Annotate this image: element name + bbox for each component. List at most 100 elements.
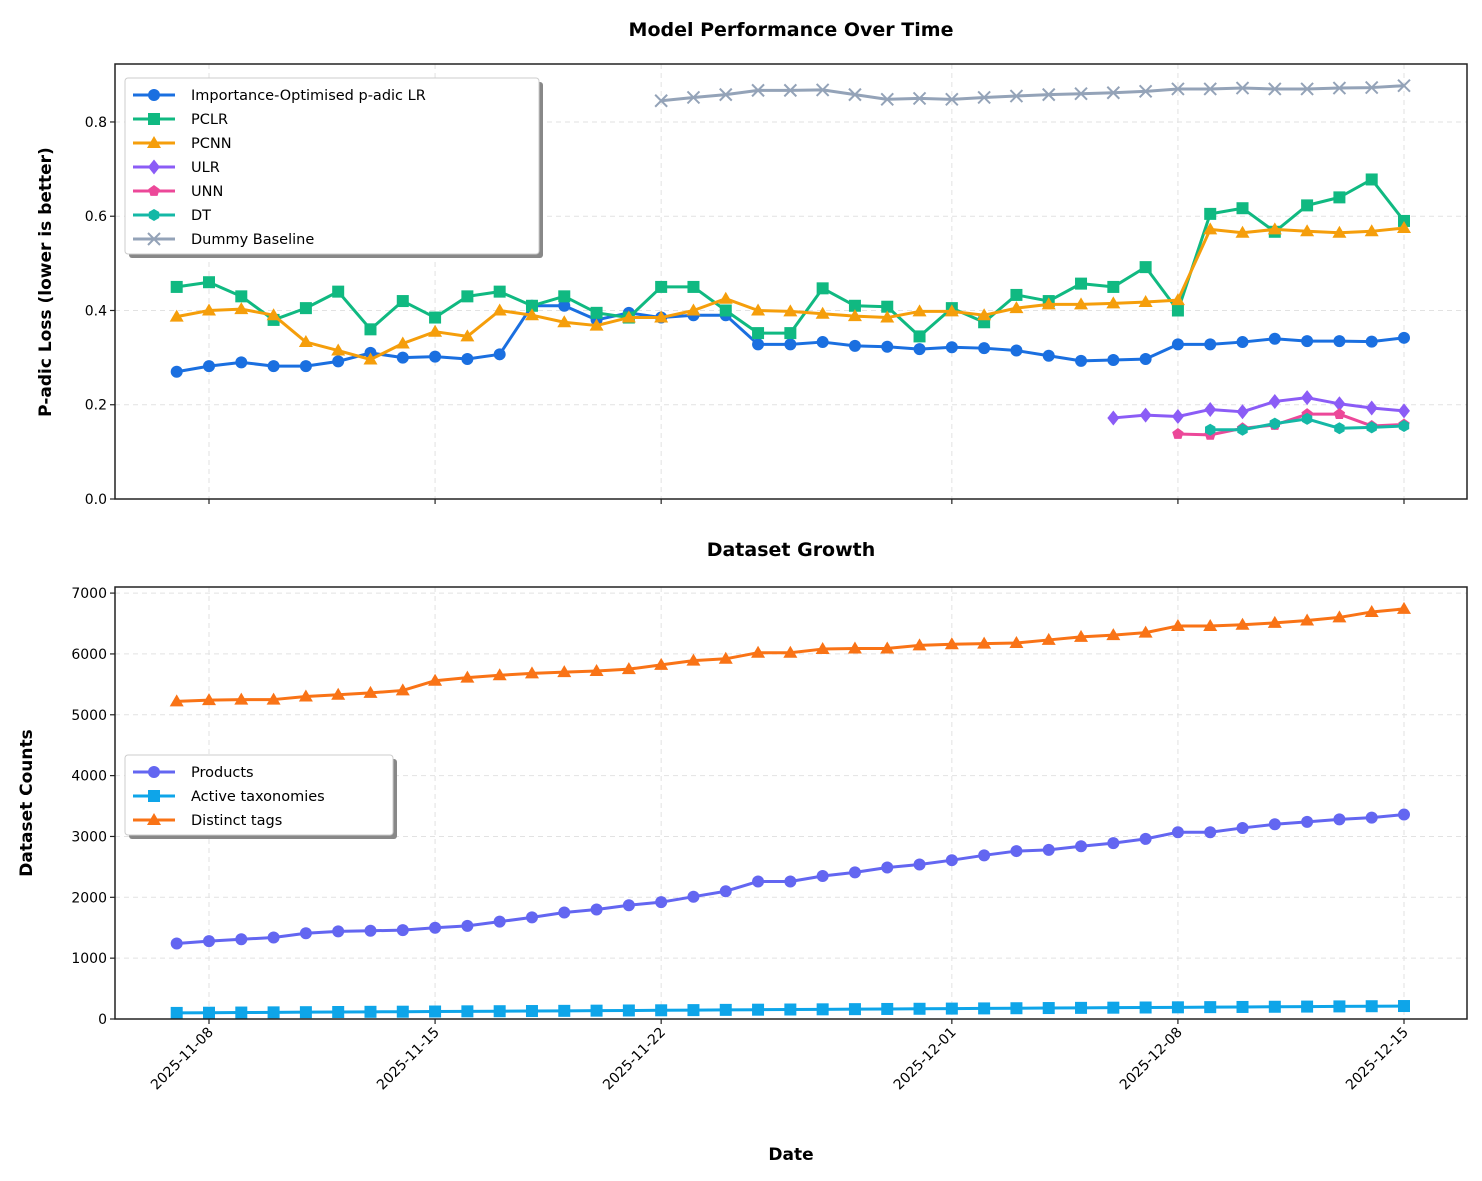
data-point: [525, 299, 538, 312]
series-products: [170, 808, 1410, 950]
data-point: [784, 875, 797, 888]
data-point: [1075, 354, 1088, 367]
data-point: [784, 338, 797, 351]
x-tick-label: 2025-12-01: [891, 1025, 960, 1094]
data-point: [1010, 288, 1023, 301]
legend-item: Importance-Optimised p-adic LR: [133, 88, 426, 104]
data-point: [332, 355, 345, 368]
data-point: [429, 350, 442, 363]
data-point: [1397, 221, 1411, 234]
data-point: [170, 1006, 183, 1019]
data-point: [331, 343, 346, 356]
data-point: [751, 303, 766, 316]
legend-item: PCLR: [133, 112, 228, 128]
data-point: [1398, 214, 1410, 227]
diamond-marker-icon: [148, 159, 160, 175]
data-point: [493, 915, 506, 928]
data-point: [1269, 417, 1281, 430]
top-chart-title: Model Performance Over Time: [629, 19, 954, 41]
data-point: [524, 666, 539, 679]
data-point: [815, 642, 830, 655]
data-point: [1268, 818, 1281, 831]
series-line: [661, 84, 1405, 103]
data-point: [234, 692, 249, 705]
data-point: [687, 280, 700, 293]
data-point: [493, 1005, 506, 1018]
data-point: [1204, 207, 1217, 220]
data-point: [170, 280, 183, 293]
data-point: [1138, 625, 1153, 638]
data-point: [1334, 422, 1345, 435]
y-tick-label: 0: [98, 1012, 107, 1028]
data-point: [686, 90, 701, 105]
data-point: [1333, 1000, 1346, 1013]
data-point: [1204, 1001, 1217, 1014]
data-point: [848, 299, 861, 312]
data-point: [654, 657, 669, 670]
data-point: [1300, 82, 1314, 96]
data-point: [1398, 331, 1410, 344]
data-point: [235, 1006, 248, 1019]
data-point: [1075, 1001, 1088, 1014]
top-y-axis-label: P-adic Loss (lower is better): [36, 147, 56, 417]
data-point: [429, 1005, 442, 1018]
data-point: [170, 937, 183, 950]
triangle-marker-icon: [147, 813, 161, 825]
data-point: [881, 861, 894, 874]
x-tick-label: 2025-12-08: [1117, 1025, 1186, 1094]
data-point: [1042, 349, 1055, 362]
data-point: [557, 665, 572, 678]
data-point: [719, 885, 732, 898]
data-point: [1301, 335, 1314, 348]
y-tick-label: 0.8: [85, 115, 107, 131]
data-point: [1041, 297, 1056, 310]
data-point: [267, 360, 280, 373]
data-point: [1332, 81, 1347, 95]
data-point: [1171, 1001, 1184, 1014]
data-point: [848, 87, 862, 102]
data-point: [881, 340, 894, 353]
data-point: [1171, 826, 1184, 839]
y-tick-label: 0.4: [85, 303, 107, 319]
y-tick-label: 2000: [71, 890, 107, 906]
data-point: [1170, 293, 1185, 306]
data-point: [461, 919, 474, 932]
data-point: [1301, 412, 1313, 425]
data-point: [492, 668, 507, 681]
triangle-marker-icon: [147, 136, 161, 148]
data-point: [202, 693, 216, 706]
data-point: [752, 327, 765, 340]
data-point: [945, 92, 959, 107]
data-point: [1009, 635, 1024, 648]
data-point: [332, 285, 345, 298]
legend-item: PCNN: [133, 136, 232, 152]
data-point: [332, 925, 345, 938]
data-point: [1235, 81, 1250, 95]
data-point: [203, 276, 215, 289]
data-point: [1010, 845, 1023, 858]
data-point: [1074, 297, 1089, 310]
data-point: [784, 1003, 797, 1016]
data-point: [654, 310, 669, 323]
data-point: [1364, 224, 1379, 237]
data-point: [1300, 613, 1315, 626]
data-point: [203, 360, 215, 373]
data-point: [621, 310, 636, 323]
y-tick-label: 0.0: [85, 492, 107, 508]
data-point: [525, 911, 538, 924]
data-point: [299, 360, 312, 373]
x-tick-label: 2025-11-08: [148, 1025, 217, 1094]
data-point: [783, 83, 798, 98]
axes-frame: [114, 63, 1468, 500]
data-point: [913, 858, 926, 871]
data-point: [1106, 628, 1121, 641]
legend-label: PCNN: [191, 136, 232, 152]
data-point: [267, 1006, 280, 1019]
data-point: [1138, 295, 1153, 308]
data-point: [267, 931, 280, 944]
data-point: [234, 302, 249, 315]
bottom-chart-title: Dataset Growth: [707, 539, 876, 561]
data-point: [1107, 1001, 1120, 1014]
data-point: [428, 324, 443, 337]
data-point: [1365, 811, 1378, 824]
